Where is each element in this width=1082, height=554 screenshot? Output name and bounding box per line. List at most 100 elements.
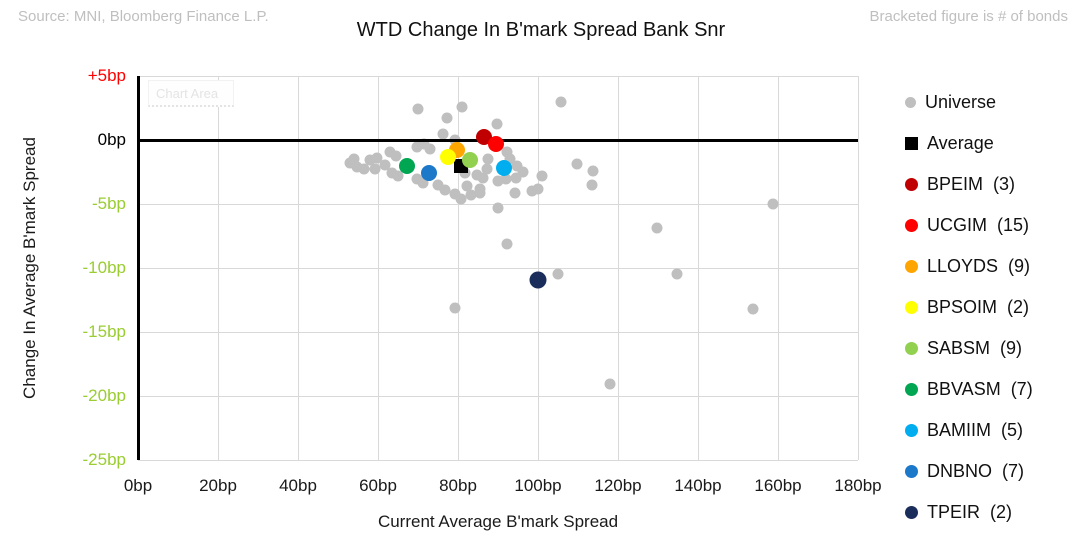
scatter-point-universe bbox=[390, 150, 402, 162]
scatter-point-universe bbox=[411, 141, 423, 153]
scatter-point-universe bbox=[461, 180, 473, 192]
scatter-point-universe bbox=[482, 153, 494, 165]
scatter-point-universe bbox=[432, 179, 444, 191]
scatter-point-universe bbox=[456, 101, 468, 113]
x-tick-label: 0bp bbox=[123, 476, 153, 495]
y-tick-label: +5bp bbox=[87, 66, 126, 85]
scatter-point-universe bbox=[417, 177, 429, 189]
legend-label: DNBNO (7) bbox=[927, 461, 1025, 481]
legend-label: BBVASM (7) bbox=[927, 379, 1033, 399]
scatter-point-universe bbox=[351, 161, 363, 173]
y-tick-label: -10bp bbox=[82, 258, 126, 277]
scatter-point-universe bbox=[536, 170, 548, 182]
legend-label: Universe bbox=[925, 92, 997, 112]
dot-marker-icon bbox=[905, 383, 918, 396]
legend-item-universe: Universe bbox=[905, 82, 1033, 123]
scatter-point-universe bbox=[449, 302, 461, 314]
x-tick-label: 100bp bbox=[514, 476, 562, 495]
scatter-point-universe bbox=[455, 193, 467, 205]
x-tick-label: 160bp bbox=[754, 476, 802, 495]
scatter-point-universe bbox=[449, 188, 461, 200]
dot-marker-icon bbox=[905, 260, 918, 273]
scatter-point-universe bbox=[384, 146, 396, 158]
scatter-point-bbvasm bbox=[399, 157, 416, 174]
scatter-point-universe bbox=[392, 170, 404, 182]
legend-label: Average bbox=[927, 133, 994, 153]
legend-label: SABSM (9) bbox=[927, 338, 1023, 358]
dot-marker-icon bbox=[905, 97, 916, 108]
legend-item-tpeir: TPEIR (2) bbox=[905, 492, 1033, 533]
gridline-horizontal bbox=[138, 459, 858, 461]
scatter-point-tpeir bbox=[529, 271, 547, 289]
scatter-point-universe bbox=[501, 146, 513, 158]
scatter-point-universe bbox=[571, 158, 583, 170]
gridline-horizontal bbox=[138, 267, 858, 269]
scatter-point-universe bbox=[459, 167, 471, 179]
legend-item-sabsm: SABSM (9) bbox=[905, 328, 1033, 369]
legend-label: UCGIM (15) bbox=[927, 215, 1030, 235]
scatter-point-universe bbox=[492, 175, 504, 187]
y-tick-label: -25bp bbox=[82, 450, 126, 469]
scatter-point-universe bbox=[358, 163, 370, 175]
scatter-point-sabsm bbox=[461, 152, 478, 169]
scatter-point-universe bbox=[586, 179, 598, 191]
legend: Universe Average BPEIM (3) UCGIM (15) LLOYDS… bbox=[905, 82, 1033, 533]
plot-area[interactable] bbox=[137, 75, 859, 461]
bracket-note: Bracketed figure is # of bonds bbox=[869, 8, 1068, 25]
scatter-point-ucgim bbox=[488, 135, 504, 152]
source-note: Source: MNI, Bloomberg Finance L.P. bbox=[18, 8, 269, 25]
dot-marker-icon bbox=[905, 506, 918, 519]
scatter-point-universe bbox=[411, 173, 423, 185]
dot-marker-icon bbox=[905, 219, 918, 232]
scatter-point-universe bbox=[364, 154, 376, 166]
scatter-point-universe bbox=[671, 268, 683, 280]
scatter-point-universe bbox=[511, 160, 523, 172]
scatter-point-universe bbox=[474, 183, 486, 195]
x-tick-label: 40bp bbox=[279, 476, 317, 495]
legend-label: LLOYDS (9) bbox=[927, 256, 1031, 276]
legend-label: BAMIIM (5) bbox=[927, 420, 1024, 440]
y-tick-label: 0bp bbox=[97, 130, 126, 149]
legend-label: TPEIR (2) bbox=[927, 502, 1013, 522]
scatter-point-universe bbox=[504, 153, 516, 165]
scatter-point-universe bbox=[510, 172, 522, 184]
scatter-point-universe bbox=[412, 103, 424, 115]
scatter-point-universe bbox=[604, 378, 616, 390]
legend-item-ucgim: UCGIM (15) bbox=[905, 205, 1033, 246]
legend-label: BPEIM (3) bbox=[927, 174, 1016, 194]
x-tick-label: 180bp bbox=[834, 476, 882, 495]
legend-label: BPSOIM (2) bbox=[927, 297, 1030, 317]
scatter-point-universe bbox=[379, 159, 391, 171]
legend-item-dnbno: DNBNO (7) bbox=[905, 451, 1033, 492]
dot-marker-icon bbox=[905, 342, 918, 355]
x-tick-label: 120bp bbox=[594, 476, 642, 495]
scatter-point-bamiim bbox=[495, 160, 512, 177]
scatter-point-universe bbox=[491, 118, 503, 130]
legend-item-bpeim: BPEIM (3) bbox=[905, 164, 1033, 205]
scatter-point-universe bbox=[481, 163, 493, 175]
y-tick-label: -15bp bbox=[82, 322, 126, 341]
scatter-point-bpeim bbox=[475, 129, 492, 146]
scatter-point-universe bbox=[651, 222, 663, 234]
scatter-point-universe bbox=[439, 184, 451, 196]
scatter-point-universe bbox=[526, 185, 538, 197]
y-tick-label: -20bp bbox=[82, 386, 126, 405]
legend-item-bamiim: BAMIIM (5) bbox=[905, 410, 1033, 451]
dot-marker-icon bbox=[905, 178, 918, 191]
scatter-point-universe bbox=[477, 172, 489, 184]
x-tick-label: 60bp bbox=[359, 476, 397, 495]
scatter-point-universe bbox=[344, 157, 356, 169]
gridline-vertical bbox=[857, 76, 859, 460]
scatter-point-universe bbox=[371, 152, 383, 164]
legend-item-bpsoim: BPSOIM (2) bbox=[905, 287, 1033, 328]
x-tick-label: 140bp bbox=[674, 476, 722, 495]
y-axis-line bbox=[137, 76, 140, 460]
scatter-point-universe bbox=[441, 112, 453, 124]
scatter-point-universe bbox=[465, 189, 477, 201]
scatter-point-universe bbox=[492, 202, 504, 214]
legend-item-bbvasm: BBVASM (7) bbox=[905, 369, 1033, 410]
scatter-point-universe bbox=[747, 303, 759, 315]
x-tick-label: 20bp bbox=[199, 476, 237, 495]
legend-item-lloyds: LLOYDS (9) bbox=[905, 246, 1033, 287]
